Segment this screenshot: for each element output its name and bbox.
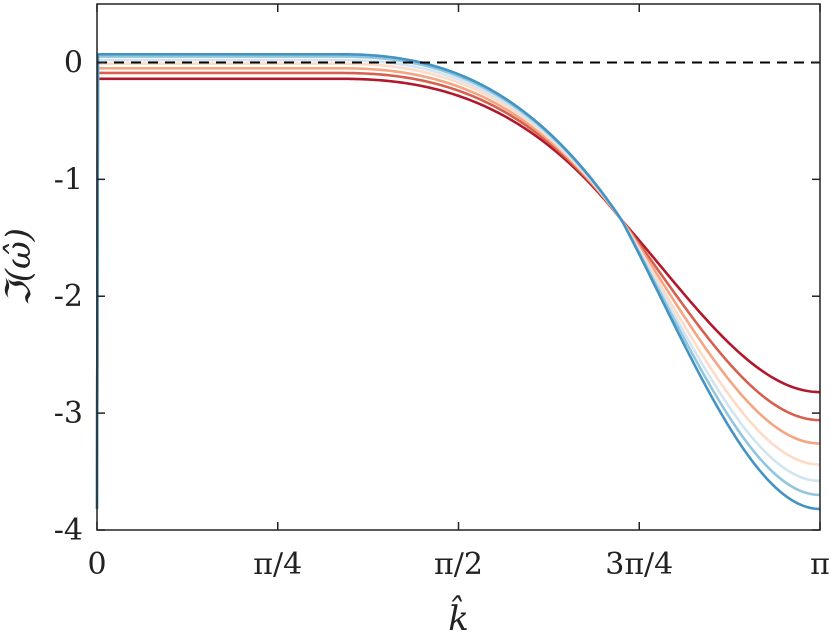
x-tick-label-3: π/2 xyxy=(434,547,483,582)
x-tick-label-5: π xyxy=(810,547,830,582)
series-line-7 xyxy=(95,52,821,511)
curves-group xyxy=(95,52,821,511)
series-line-5 xyxy=(95,58,821,509)
y-tick-label-2: -1 xyxy=(54,162,83,197)
x-axis-label: k̂ xyxy=(448,596,469,639)
y-tick-label-3: -2 xyxy=(54,279,83,314)
series-line-6 xyxy=(95,55,821,509)
y-tick-label-1: 0 xyxy=(64,45,83,80)
y-axis-label: ℑ(ω̂) xyxy=(0,228,39,306)
ticks-group xyxy=(96,4,821,531)
series-line-2 xyxy=(95,71,821,509)
series-line-1 xyxy=(95,77,821,509)
y-tick-label-5: -4 xyxy=(54,513,83,548)
x-tick-label-2: π/4 xyxy=(253,547,302,582)
series-line-4 xyxy=(95,62,821,509)
series-line-3 xyxy=(95,66,821,509)
x-tick-label-4: 3π/4 xyxy=(605,547,673,582)
x-tick-label-1: 0 xyxy=(87,547,106,582)
tick-labels-group: 0 π/4 π/2 3π/4 π 0 -1 -2 -3 -4 xyxy=(54,45,830,582)
y-tick-label-4: -3 xyxy=(54,396,83,431)
